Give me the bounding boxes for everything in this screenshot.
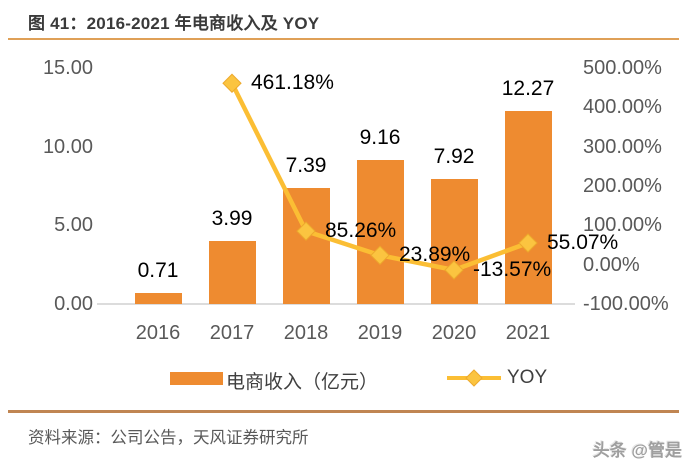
x-axis-label-2021: 2021 (505, 322, 551, 344)
yoy-value-label: 55.07% (547, 231, 619, 254)
bar-value-label: 12.27 (501, 76, 555, 100)
bar-2016 (134, 292, 182, 304)
bar-2018 (282, 187, 330, 304)
right-axis-tick: -100.00% (583, 293, 669, 315)
x-axis-label-2018: 2018 (283, 322, 329, 344)
legend-bar-label: 电商收入（亿元） (226, 372, 379, 393)
x-axis-label-2019: 2019 (357, 322, 403, 344)
legend-line-label: YOY (507, 367, 548, 388)
legend-bar-swatch (170, 372, 223, 385)
bar-2017 (208, 241, 256, 304)
bar-value-label: 7.39 (285, 153, 327, 177)
bar-value-label: 3.99 (211, 207, 253, 231)
right-axis-tick: 400.00% (583, 96, 662, 119)
yoy-value-label: 85.26% (325, 219, 397, 243)
right-axis-tick: 300.00% (583, 135, 662, 158)
right-axis-tick: 200.00% (583, 175, 662, 197)
x-axis-label-2020: 2020 (431, 322, 477, 344)
watermark-text: 头条 @管是 (592, 441, 682, 460)
bar-value-label: 0.71 (137, 258, 179, 282)
left-axis-tick: 0.00 (54, 293, 93, 315)
bar-value-label: 9.16 (359, 125, 401, 149)
yoy-value-label: 461.18% (251, 71, 334, 95)
figure-title: 图 41：2016-2021 年电商收入及 YOY (28, 14, 320, 33)
legend-diamond-icon (465, 369, 483, 387)
x-axis-line (97, 303, 575, 305)
yoy-value-label: -13.57% (473, 258, 552, 281)
x-axis-label-2017: 2017 (209, 322, 255, 344)
right-axis-tick: 100.00% (583, 214, 662, 237)
left-axis-tick: 10.00 (42, 135, 93, 158)
x-axis-label-2016: 2016 (135, 322, 181, 344)
left-axis-tick: 15.00 (42, 57, 93, 79)
yoy-value-label: 23.89% (399, 243, 471, 267)
left-axis-tick: 5.00 (54, 214, 93, 237)
title-divider (8, 38, 679, 40)
bar-value-label: 7.92 (433, 145, 475, 169)
right-axis-tick: 500.00% (583, 57, 662, 79)
source-note: 资料来源：公司公告，天风证券研究所 (28, 429, 309, 447)
yoy-marker-2017 (222, 73, 242, 93)
bar-2020 (430, 179, 478, 304)
legend-line-swatch (447, 369, 501, 387)
right-axis-tick: 0.00% (583, 253, 640, 276)
footer-divider (8, 410, 679, 413)
